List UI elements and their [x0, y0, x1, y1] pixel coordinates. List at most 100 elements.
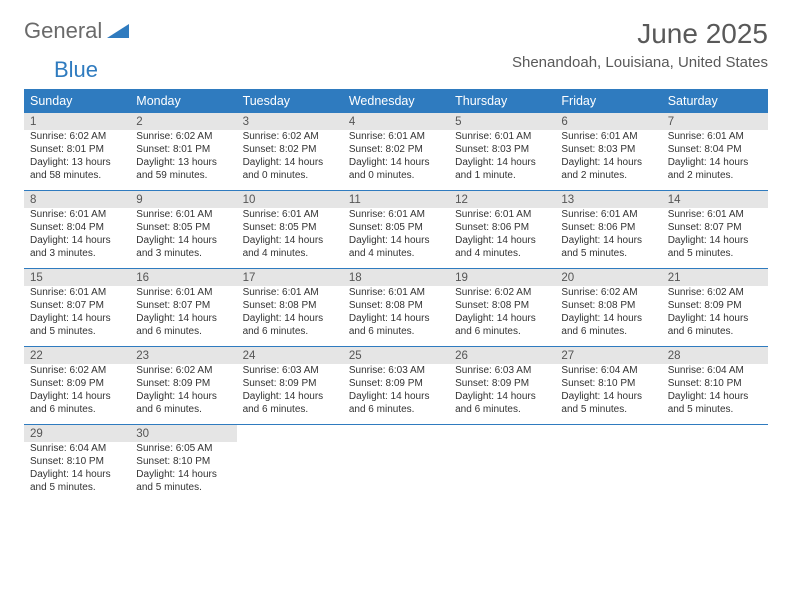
day-cell: Sunrise: 6:01 AMSunset: 8:08 PMDaylight:… [237, 286, 343, 347]
day-cell: Sunrise: 6:02 AMSunset: 8:09 PMDaylight:… [662, 286, 768, 347]
day-line-d2: and 6 minutes. [561, 325, 655, 338]
day-line-d1: Daylight: 14 hours [455, 156, 549, 169]
day-number-cell: 1 [24, 113, 130, 130]
day-line-d2: and 6 minutes. [136, 403, 230, 416]
day-cell: Sunrise: 6:05 AMSunset: 8:10 PMDaylight:… [130, 442, 236, 502]
day-cell: Sunrise: 6:01 AMSunset: 8:05 PMDaylight:… [130, 208, 236, 269]
logo: General [24, 18, 131, 44]
day-line-ss: Sunset: 8:05 PM [136, 221, 230, 234]
day-line-d1: Daylight: 13 hours [30, 156, 124, 169]
day-line-d1: Daylight: 14 hours [30, 468, 124, 481]
day-line-d1: Daylight: 14 hours [668, 390, 762, 403]
day-line-ss: Sunset: 8:07 PM [30, 299, 124, 312]
day-line-sr: Sunrise: 6:02 AM [455, 286, 549, 299]
day-line-d2: and 5 minutes. [668, 247, 762, 260]
day-line-d2: and 6 minutes. [243, 403, 337, 416]
day-cell: Sunrise: 6:02 AMSunset: 8:09 PMDaylight:… [130, 364, 236, 425]
day-line-ss: Sunset: 8:03 PM [561, 143, 655, 156]
day-cell: Sunrise: 6:01 AMSunset: 8:04 PMDaylight:… [24, 208, 130, 269]
day-cell: Sunrise: 6:03 AMSunset: 8:09 PMDaylight:… [449, 364, 555, 425]
day-line-d1: Daylight: 14 hours [349, 156, 443, 169]
day-line-d1: Daylight: 14 hours [349, 312, 443, 325]
day-line-d2: and 6 minutes. [349, 403, 443, 416]
day-cell: Sunrise: 6:04 AMSunset: 8:10 PMDaylight:… [662, 364, 768, 425]
calendar-table: Sunday Monday Tuesday Wednesday Thursday… [24, 89, 768, 502]
day-line-sr: Sunrise: 6:01 AM [349, 130, 443, 143]
day-number-cell: 15 [24, 269, 130, 287]
day-line-sr: Sunrise: 6:01 AM [455, 130, 549, 143]
day-number-cell [237, 425, 343, 443]
day-cell: Sunrise: 6:01 AMSunset: 8:07 PMDaylight:… [662, 208, 768, 269]
title-block: June 2025 Shenandoah, Louisiana, United … [512, 18, 768, 71]
day-cell: Sunrise: 6:04 AMSunset: 8:10 PMDaylight:… [24, 442, 130, 502]
day-number-cell: 2 [130, 113, 236, 130]
day-cell: Sunrise: 6:02 AMSunset: 8:02 PMDaylight:… [237, 130, 343, 191]
day-line-d2: and 5 minutes. [668, 403, 762, 416]
weekday-friday: Friday [555, 89, 661, 113]
day-line-d2: and 2 minutes. [561, 169, 655, 182]
day-line-sr: Sunrise: 6:01 AM [136, 208, 230, 221]
day-line-d1: Daylight: 13 hours [136, 156, 230, 169]
day-line-d2: and 59 minutes. [136, 169, 230, 182]
day-line-d2: and 6 minutes. [349, 325, 443, 338]
day-number-cell: 6 [555, 113, 661, 130]
day-cell [343, 442, 449, 502]
day-cell: Sunrise: 6:01 AMSunset: 8:08 PMDaylight:… [343, 286, 449, 347]
day-cell: Sunrise: 6:01 AMSunset: 8:05 PMDaylight:… [343, 208, 449, 269]
day-line-ss: Sunset: 8:07 PM [668, 221, 762, 234]
day-line-d2: and 6 minutes. [668, 325, 762, 338]
day-line-sr: Sunrise: 6:02 AM [136, 130, 230, 143]
day-line-ss: Sunset: 8:10 PM [561, 377, 655, 390]
day-number-cell: 27 [555, 347, 661, 365]
day-line-d2: and 6 minutes. [136, 325, 230, 338]
day-number-cell: 12 [449, 191, 555, 209]
day-number-row: 22232425262728 [24, 347, 768, 365]
day-line-d1: Daylight: 14 hours [136, 390, 230, 403]
day-cell: Sunrise: 6:01 AMSunset: 8:06 PMDaylight:… [555, 208, 661, 269]
day-line-d2: and 6 minutes. [30, 403, 124, 416]
day-line-ss: Sunset: 8:06 PM [561, 221, 655, 234]
day-cell [662, 442, 768, 502]
day-number-cell: 16 [130, 269, 236, 287]
day-number-cell [555, 425, 661, 443]
day-number-cell: 26 [449, 347, 555, 365]
day-line-sr: Sunrise: 6:03 AM [243, 364, 337, 377]
day-line-ss: Sunset: 8:09 PM [30, 377, 124, 390]
day-cell: Sunrise: 6:01 AMSunset: 8:03 PMDaylight:… [555, 130, 661, 191]
day-line-d2: and 3 minutes. [136, 247, 230, 260]
day-cell [237, 442, 343, 502]
day-line-sr: Sunrise: 6:02 AM [30, 130, 124, 143]
day-cell: Sunrise: 6:02 AMSunset: 8:08 PMDaylight:… [449, 286, 555, 347]
day-line-sr: Sunrise: 6:01 AM [136, 286, 230, 299]
week-row: Sunrise: 6:02 AMSunset: 8:01 PMDaylight:… [24, 130, 768, 191]
day-line-d1: Daylight: 14 hours [136, 234, 230, 247]
week-row: Sunrise: 6:02 AMSunset: 8:09 PMDaylight:… [24, 364, 768, 425]
day-line-sr: Sunrise: 6:02 AM [668, 286, 762, 299]
day-line-ss: Sunset: 8:10 PM [30, 455, 124, 468]
day-number-cell: 14 [662, 191, 768, 209]
day-line-d1: Daylight: 14 hours [455, 312, 549, 325]
day-cell: Sunrise: 6:01 AMSunset: 8:07 PMDaylight:… [130, 286, 236, 347]
logo-text-blue: Blue [54, 57, 98, 82]
day-line-d1: Daylight: 14 hours [243, 390, 337, 403]
day-cell: Sunrise: 6:01 AMSunset: 8:04 PMDaylight:… [662, 130, 768, 191]
day-line-sr: Sunrise: 6:01 AM [561, 130, 655, 143]
day-cell: Sunrise: 6:02 AMSunset: 8:01 PMDaylight:… [130, 130, 236, 191]
day-line-ss: Sunset: 8:09 PM [136, 377, 230, 390]
day-number-cell: 18 [343, 269, 449, 287]
day-line-sr: Sunrise: 6:01 AM [30, 208, 124, 221]
day-cell: Sunrise: 6:04 AMSunset: 8:10 PMDaylight:… [555, 364, 661, 425]
day-line-sr: Sunrise: 6:01 AM [349, 286, 443, 299]
day-cell: Sunrise: 6:02 AMSunset: 8:09 PMDaylight:… [24, 364, 130, 425]
day-line-d1: Daylight: 14 hours [243, 234, 337, 247]
day-line-ss: Sunset: 8:08 PM [349, 299, 443, 312]
day-number-cell: 10 [237, 191, 343, 209]
day-number-cell: 24 [237, 347, 343, 365]
day-line-d1: Daylight: 14 hours [561, 312, 655, 325]
location-subtitle: Shenandoah, Louisiana, United States [512, 54, 768, 71]
calendar-page: General June 2025 Shenandoah, Louisiana,… [0, 0, 792, 514]
day-line-sr: Sunrise: 6:01 AM [243, 286, 337, 299]
day-line-sr: Sunrise: 6:05 AM [136, 442, 230, 455]
week-row: Sunrise: 6:01 AM Sunset: 8:07 PM Daylight:… [24, 286, 768, 347]
day-line-sr: Sunrise: 6:04 AM [30, 442, 124, 455]
